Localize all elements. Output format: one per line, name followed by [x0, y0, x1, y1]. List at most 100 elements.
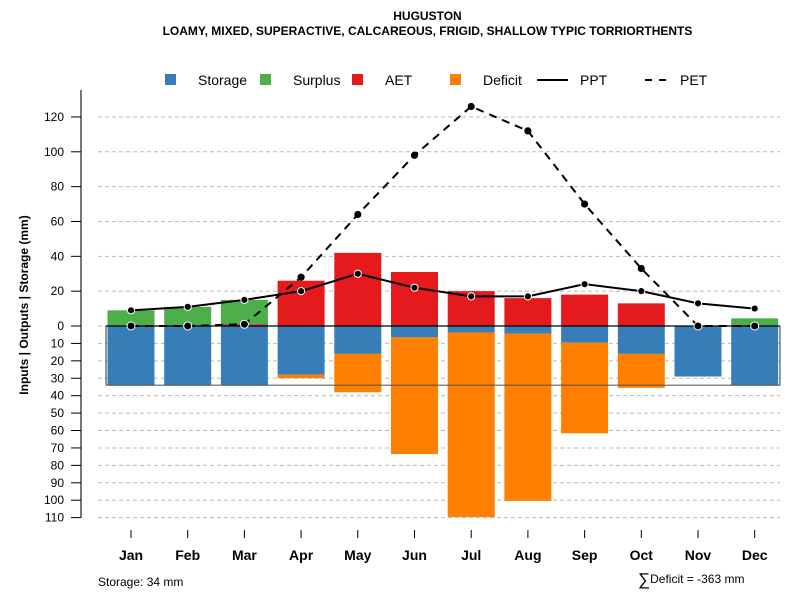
line-ppt: [130, 272, 755, 312]
y-tick-label: 30: [51, 371, 65, 385]
x-tick-label: May: [344, 547, 371, 563]
y-tick-label: 120: [44, 110, 64, 124]
y-tick-label: 40: [51, 249, 65, 263]
y-tick-label: 100: [44, 145, 64, 159]
point-pet: [239, 319, 249, 329]
bar-aet: [617, 303, 665, 326]
point-pet: [693, 321, 703, 331]
y-tick-label: 50: [51, 406, 65, 420]
x-tick-label: Oct: [630, 547, 654, 563]
bar-deficit: [447, 332, 495, 518]
point-ppt: [693, 299, 703, 308]
legend-label: AET: [385, 72, 413, 88]
point-pet: [524, 127, 532, 135]
y-tick-label: 20: [51, 284, 65, 298]
point-ppt: [467, 292, 476, 301]
y-tick-label: 80: [51, 458, 65, 472]
point-pet: [637, 264, 645, 273]
bar-storage: [107, 326, 155, 386]
bar-storage: [391, 326, 438, 338]
bar-deficit: [277, 374, 325, 379]
point-ppt: [297, 287, 306, 296]
bar-storage: [674, 326, 722, 377]
y-tick-label: 70: [51, 441, 65, 455]
point-ppt: [240, 295, 249, 304]
point-ppt: [750, 304, 759, 313]
y-tick-label: 10: [51, 336, 65, 350]
bar-deficit: [504, 333, 552, 501]
bar-surplus: [107, 310, 155, 326]
x-tick-label: Feb: [175, 547, 200, 563]
point-pet: [581, 200, 589, 208]
bar-surplus: [164, 306, 212, 326]
y-tick-label: 80: [51, 180, 65, 194]
legend-label: Surplus: [293, 72, 340, 88]
y-tick-label: 100: [44, 493, 64, 507]
legend: Storage Surplus AET Deficit PPT PET: [165, 72, 708, 88]
bar-aet: [334, 252, 382, 326]
y-tick-label: 60: [51, 214, 65, 228]
legend-label: Storage: [198, 72, 247, 88]
y-axis-label: Inputs | Outputs | Storage (mm): [17, 215, 31, 394]
point-ppt: [637, 287, 646, 296]
point-pet: [410, 151, 419, 159]
x-tick-label: Nov: [685, 547, 712, 563]
legend-label: Deficit: [483, 72, 522, 88]
x-tick-label: Sep: [572, 547, 598, 563]
x-tick-label: Apr: [289, 547, 314, 563]
point-ppt: [410, 283, 419, 292]
y-tick-label: 90: [51, 476, 65, 490]
x-tick-label: Mar: [232, 547, 257, 563]
bar-aet: [391, 271, 438, 326]
deficit-summary-text: Deficit = -363 mm: [650, 572, 745, 586]
legend-label: PET: [680, 72, 708, 88]
point-pet: [750, 321, 760, 331]
point-ppt: [523, 292, 533, 301]
bar-storage: [334, 326, 382, 354]
legend-swatch-deficit: [450, 74, 461, 85]
bar-storage: [561, 326, 609, 343]
point-ppt: [183, 302, 192, 311]
bar-storage: [277, 326, 325, 375]
x-tick-label: Jul: [461, 547, 481, 563]
x-tick-label: Jan: [119, 547, 143, 563]
point-pet: [467, 102, 475, 111]
axes: 0 20 40 60 80 100 120 10 20 30 40 50 60 70 80 90 100 110 J…: [44, 90, 768, 563]
bar-storage: [164, 326, 212, 386]
sigma-icon: ∑: [638, 570, 651, 589]
point-ppt: [353, 269, 362, 278]
chart-title: HUGUSTON: [393, 9, 462, 23]
y-tick-label: 60: [51, 424, 65, 438]
bar-deficit: [561, 342, 609, 434]
point-ppt: [580, 280, 589, 289]
legend-swatch-aet: [352, 74, 363, 85]
legend-label: PPT: [580, 72, 608, 88]
point-pet: [126, 321, 136, 331]
bar-storage: [617, 326, 665, 354]
point-pet: [183, 321, 193, 331]
bar-aet: [561, 294, 609, 326]
legend-swatch-surplus: [260, 74, 271, 85]
x-tick-label: Jun: [402, 547, 427, 563]
chart-subtitle: LOAMY, MIXED, SUPERACTIVE, CALCAREOUS, F…: [162, 24, 693, 38]
point-pet: [297, 273, 305, 281]
bar-storage: [447, 326, 495, 333]
y-tick-label: 40: [51, 389, 65, 403]
x-tick-label: Aug: [514, 547, 541, 563]
storage-summary: Storage: 34 mm: [98, 575, 184, 589]
legend-swatch-storage: [165, 74, 176, 85]
x-tick-label: Dec: [742, 547, 768, 563]
point-ppt: [126, 306, 136, 315]
series-lines: [126, 102, 760, 331]
bar-storage: [731, 326, 779, 386]
y-tick-label: 110: [45, 511, 64, 525]
y-tick-label: 0: [57, 319, 64, 333]
deficit-summary: ∑Deficit = -363 mm: [638, 570, 744, 590]
bar-aet: [504, 298, 552, 326]
y-tick-label: 20: [51, 354, 65, 368]
bar-deficit: [334, 353, 382, 393]
bar-storage: [504, 326, 552, 334]
bar-deficit: [391, 337, 438, 455]
bars: [107, 252, 779, 518]
